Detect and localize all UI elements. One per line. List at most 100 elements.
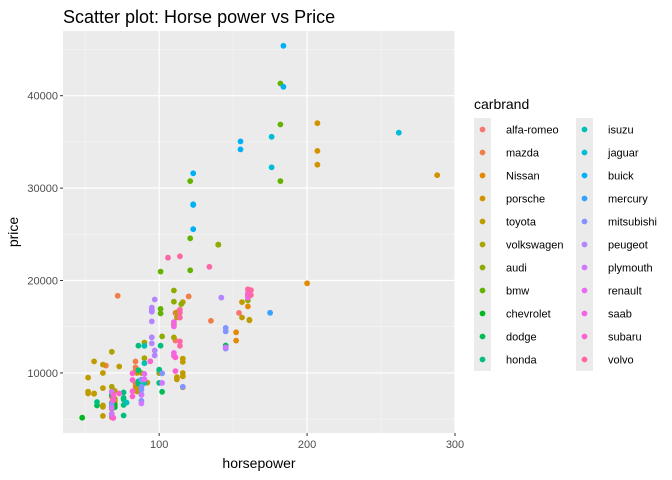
legend-item-buick: buick bbox=[576, 164, 634, 187]
point-bmw bbox=[277, 121, 284, 128]
point-isuzu bbox=[123, 399, 130, 406]
point-volvo bbox=[177, 342, 183, 349]
x-axis-title: horsepower bbox=[222, 455, 295, 471]
legend-label: Nissan bbox=[506, 171, 540, 183]
legend-label: volvo bbox=[608, 355, 634, 367]
point-nissan bbox=[233, 329, 240, 336]
legend-key-point bbox=[479, 333, 486, 340]
legend-item-jaguar: jaguar bbox=[576, 141, 639, 164]
legend-items: alfa-romeo mazda Nissan porsche toyota volksw… bbox=[474, 118, 657, 371]
legend-item-chevrolet: chevrolet bbox=[474, 302, 551, 325]
legend-key-point bbox=[479, 264, 486, 271]
point-nissan bbox=[245, 303, 251, 310]
point-honda bbox=[120, 412, 127, 419]
point-audi bbox=[159, 333, 166, 340]
point-peugeot bbox=[218, 294, 225, 301]
point-saab bbox=[171, 350, 177, 356]
point-jaguar bbox=[268, 133, 275, 140]
point-bmw bbox=[277, 178, 284, 185]
legend-label: alfa-romeo bbox=[506, 125, 559, 137]
point-toyota bbox=[239, 299, 245, 305]
legend-item-saab: saab bbox=[576, 302, 632, 325]
point-mitsubishi bbox=[179, 383, 186, 390]
point-mitsubishi bbox=[222, 325, 229, 331]
plot-panel bbox=[63, 31, 455, 433]
y-axis-ticks: 10000 20000 30000 40000 bbox=[27, 91, 63, 380]
legend-label: honda bbox=[506, 355, 537, 367]
point-plymouth bbox=[159, 380, 166, 386]
legend-key-point bbox=[581, 218, 588, 225]
legend-label: renault bbox=[608, 286, 642, 298]
point-porsche bbox=[434, 172, 441, 179]
legend-label: mazda bbox=[506, 148, 540, 160]
point-porsche bbox=[314, 148, 321, 154]
y-tick-label: 20000 bbox=[27, 276, 58, 288]
point-subaru bbox=[110, 392, 117, 398]
point-buick bbox=[280, 42, 287, 49]
point-honda bbox=[157, 342, 164, 349]
legend-key-point bbox=[581, 287, 588, 294]
point-mazda bbox=[114, 292, 121, 299]
point-subaru bbox=[110, 396, 117, 403]
point-subaru bbox=[172, 354, 179, 361]
y-axis-title: price bbox=[5, 217, 21, 248]
point-porsche bbox=[314, 120, 321, 127]
legend-label: mitsubishi bbox=[608, 217, 657, 229]
point-porsche bbox=[314, 161, 321, 168]
point-volvo bbox=[177, 314, 183, 321]
point-peugeot bbox=[151, 347, 158, 354]
point-bmw bbox=[187, 267, 194, 274]
legend-item-honda: honda bbox=[474, 348, 537, 371]
legend-key-point bbox=[581, 149, 588, 156]
legend-item-audi: audi bbox=[474, 256, 527, 279]
point-toyota bbox=[85, 388, 91, 395]
legend-label: toyota bbox=[506, 217, 537, 229]
x-tick-label: 300 bbox=[446, 439, 464, 451]
point-volkswagen bbox=[171, 334, 177, 341]
point-saab bbox=[171, 323, 177, 330]
legend-item-isuzu: isuzu bbox=[576, 118, 634, 141]
point-mitsubishi bbox=[138, 383, 145, 390]
point-buick bbox=[190, 226, 197, 233]
legend-item-bmw: bmw bbox=[474, 279, 529, 302]
point-peugeot bbox=[151, 352, 158, 359]
point-toyota bbox=[116, 363, 123, 370]
legend-label: porsche bbox=[506, 194, 545, 206]
legend-item-toyota: toyota bbox=[474, 210, 537, 233]
legend-item-volkswagen: volkswagen bbox=[474, 233, 563, 256]
legend-label: dodge bbox=[506, 332, 537, 344]
point-toyota bbox=[174, 374, 180, 381]
point-toyota bbox=[179, 370, 186, 376]
grid-minor bbox=[63, 31, 455, 433]
legend-item-renault: renault bbox=[576, 279, 642, 302]
point-buick bbox=[237, 146, 244, 153]
point-buick bbox=[237, 138, 244, 145]
legend-key-point bbox=[581, 126, 588, 133]
legend-label: subaru bbox=[608, 332, 642, 344]
point-volvo bbox=[177, 253, 183, 260]
legend-key-point bbox=[479, 241, 486, 248]
point-honda bbox=[135, 367, 142, 374]
legend-item-plymouth: plymouth bbox=[576, 256, 653, 279]
point-mercury bbox=[267, 309, 273, 316]
point-bmw bbox=[187, 178, 194, 185]
legend-item-subaru: subaru bbox=[576, 325, 642, 348]
point-subaru bbox=[116, 390, 123, 397]
point-peugeot bbox=[148, 340, 155, 347]
legend: carbrand alfa-romeo mazda Nissan porsche toy… bbox=[474, 96, 657, 371]
x-axis-ticks: 100 200 300 bbox=[150, 433, 464, 451]
point-volvo bbox=[248, 292, 254, 298]
x-tick-label: 100 bbox=[150, 439, 168, 451]
point-toyota bbox=[91, 358, 97, 365]
point-mazda bbox=[132, 358, 139, 365]
point-mazda bbox=[208, 317, 214, 324]
point-buick bbox=[280, 83, 287, 90]
point-honda bbox=[94, 399, 100, 405]
legend-key-point bbox=[581, 356, 588, 363]
point-honda bbox=[120, 395, 127, 401]
point-nissan bbox=[304, 280, 310, 287]
point-volkswagen bbox=[108, 383, 115, 390]
point-buick bbox=[190, 201, 197, 208]
point-peugeot bbox=[148, 334, 155, 341]
